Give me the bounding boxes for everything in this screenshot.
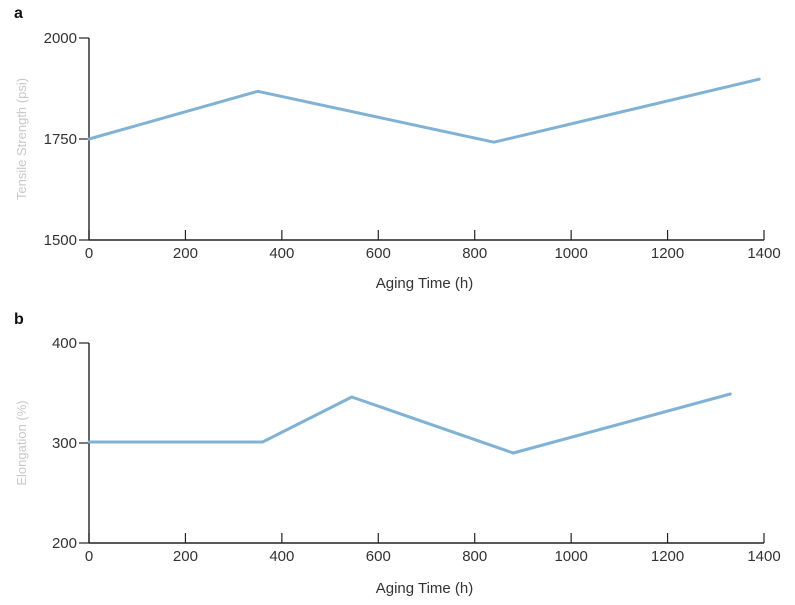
y-tick-label: 200 bbox=[52, 535, 77, 552]
y-tick-label: 400 bbox=[52, 335, 77, 352]
x-tick-label: 600 bbox=[366, 548, 391, 565]
panel-letter-b: b bbox=[14, 311, 24, 328]
x-tick-label: 800 bbox=[462, 245, 487, 262]
series-line bbox=[87, 392, 732, 455]
data-point bbox=[87, 137, 91, 141]
x-tick-label: 200 bbox=[173, 548, 198, 565]
panel-b: b 0 200 400 600 800 1000 1200 1400 200 300 400 Aging… bbox=[14, 311, 781, 597]
data-point bbox=[729, 392, 732, 396]
data-point bbox=[757, 78, 761, 81]
y-tick-label: 1500 bbox=[44, 232, 77, 249]
panel-a: a 0 200 400 600 800 1000 1200 1400 1500 1750 2000 Ag… bbox=[14, 5, 781, 292]
data-point bbox=[492, 141, 496, 144]
data-point bbox=[350, 395, 353, 399]
x-axis-label: Aging Time (h) bbox=[376, 275, 474, 292]
data-point bbox=[87, 440, 91, 444]
x-tick-label: 1000 bbox=[554, 245, 587, 262]
x-tick-label: 1400 bbox=[747, 245, 780, 262]
series-line bbox=[87, 77, 761, 144]
x-tick-label: 200 bbox=[173, 245, 198, 262]
x-tick-label: 0 bbox=[85, 548, 93, 565]
x-tick-label: 800 bbox=[462, 548, 487, 565]
x-tick-label: 400 bbox=[269, 245, 294, 262]
panel-letter-a: a bbox=[14, 5, 23, 22]
x-tick-label: 600 bbox=[366, 245, 391, 262]
x-axis-label: Aging Time (h) bbox=[376, 580, 474, 597]
y-tick-label: 300 bbox=[52, 435, 77, 452]
x-tick-label: 1000 bbox=[554, 548, 587, 565]
y-tick-label: 1750 bbox=[44, 131, 77, 148]
x-tick-label: 1200 bbox=[651, 548, 684, 565]
y-axis-label: Tensile Strength (psi) bbox=[14, 78, 29, 200]
x-tick-label: 400 bbox=[269, 548, 294, 565]
y-tick-label: 2000 bbox=[44, 30, 77, 47]
y-axis-label: Elongation (%) bbox=[14, 400, 29, 485]
data-point bbox=[256, 90, 259, 93]
x-tick-label: 1200 bbox=[651, 245, 684, 262]
x-tick-label: 0 bbox=[85, 245, 93, 262]
data-point bbox=[261, 440, 264, 444]
x-tick-label: 1400 bbox=[747, 548, 780, 565]
data-point bbox=[512, 451, 515, 455]
